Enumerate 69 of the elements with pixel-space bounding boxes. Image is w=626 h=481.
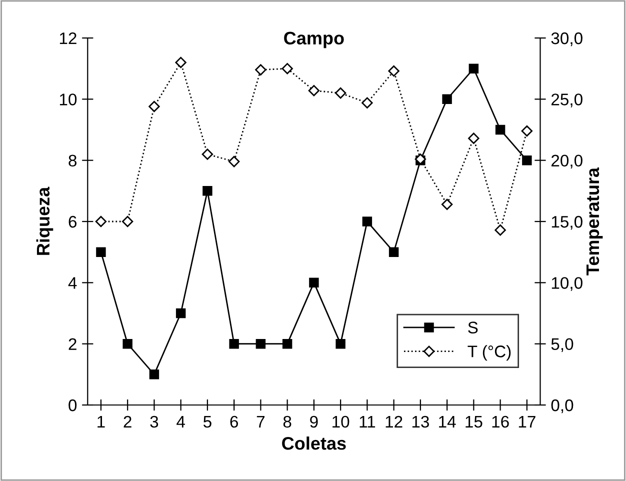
x-tick-label: 16 <box>492 416 509 428</box>
x-axis-title: Coletas <box>282 436 346 450</box>
x-tick-label: 14 <box>439 416 456 428</box>
x-tick-label: 8 <box>283 416 292 428</box>
point <box>388 65 400 77</box>
y-tick-label: 8 <box>68 154 76 167</box>
x-tick-label: 1 <box>98 416 105 428</box>
point <box>282 338 292 349</box>
x-tick-label: 17 <box>518 416 536 428</box>
point <box>442 94 452 104</box>
point <box>494 224 506 236</box>
y-tick-label: 4 <box>68 277 77 289</box>
point <box>202 186 212 196</box>
y2-tick-label: 0,0 <box>551 399 574 414</box>
point <box>176 308 186 318</box>
y2-tick-label: 20,0 <box>551 154 582 169</box>
x-tick-label: 6 <box>230 416 238 428</box>
point <box>175 56 186 68</box>
point <box>336 338 346 349</box>
point <box>495 124 506 135</box>
point <box>255 64 266 76</box>
point <box>362 216 372 226</box>
point <box>388 247 399 257</box>
point <box>95 216 107 228</box>
point <box>228 156 240 168</box>
y2-tick-label: 5,0 <box>551 338 574 352</box>
point <box>256 338 266 349</box>
point <box>122 338 132 349</box>
legend-label: T (°C) <box>468 345 511 361</box>
point <box>468 64 479 74</box>
x-tick-label: 5 <box>203 416 212 428</box>
point <box>309 278 319 288</box>
point <box>362 97 373 108</box>
y2-tick-label: 10,0 <box>552 277 582 291</box>
chart-title: Campo <box>284 32 344 48</box>
y-tick-label: 10 <box>60 94 77 106</box>
point <box>308 84 320 96</box>
y-axis-title: Riqueza <box>36 186 54 255</box>
y2-axis-title: Temperatura <box>586 167 603 276</box>
x-tick-label: 13 <box>412 416 429 428</box>
point <box>96 247 106 257</box>
y2-tick-label: 30,0 <box>551 32 582 46</box>
point <box>148 100 160 112</box>
point <box>202 148 214 160</box>
x-tick-label: 7 <box>256 416 264 428</box>
point <box>521 125 533 137</box>
x-tick-label: 9 <box>310 416 318 428</box>
x-tick-label: 15 <box>466 416 482 428</box>
y2-tick-label: 15,0 <box>552 216 582 230</box>
legend-label: S <box>468 322 478 334</box>
x-tick-label: 12 <box>386 416 402 428</box>
y2-tick-label: 25,0 <box>551 94 582 108</box>
x-tick-label: 4 <box>176 416 185 428</box>
x-tick-label: 10 <box>332 416 350 428</box>
point <box>441 198 453 210</box>
point <box>522 155 532 166</box>
point <box>122 216 134 228</box>
y-tick-label: 12 <box>60 32 76 44</box>
point <box>334 87 346 99</box>
x-tick-label: 11 <box>360 416 376 428</box>
y-tick-label: 2 <box>68 338 76 350</box>
x-tick-label: 2 <box>124 416 132 428</box>
y-tick-label: 0 <box>68 399 77 412</box>
x-tick-label: 3 <box>150 416 158 428</box>
y-tick-label: 6 <box>68 216 76 228</box>
point <box>229 338 239 349</box>
point <box>468 132 480 144</box>
point <box>282 62 293 74</box>
point <box>149 370 160 380</box>
